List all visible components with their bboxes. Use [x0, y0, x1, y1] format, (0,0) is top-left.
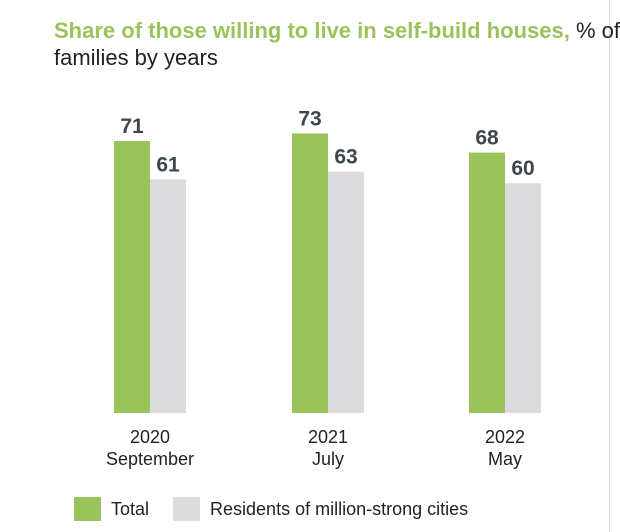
title-subtitle: % of families by years	[54, 18, 620, 70]
category-year-label: 2022	[485, 427, 525, 447]
value-label: 61	[156, 153, 180, 176]
category-month-label: July	[312, 449, 344, 469]
category-month-label: September	[106, 449, 194, 469]
category-year-label: 2021	[308, 427, 348, 447]
bar-residents-2020	[150, 179, 186, 413]
bar-total-2022	[469, 152, 505, 413]
legend-label-residents: Residents of million-strong cities	[210, 498, 469, 519]
legend: Total Residents of million-strong cities	[74, 497, 468, 521]
category-month-label: May	[488, 449, 522, 469]
bar-residents-2022	[505, 183, 541, 413]
value-label: 63	[334, 146, 357, 169]
category-year-label: 2020	[130, 427, 170, 447]
bar-total-2021	[292, 133, 328, 413]
chart-title: Share of those willing to live in self-b…	[54, 17, 620, 71]
legend-label-total: Total	[111, 498, 150, 519]
title-main: Share of those willing to live in self-b…	[54, 18, 570, 43]
legend-swatch-residents	[173, 497, 201, 521]
legend-swatch-total	[74, 497, 101, 521]
value-label: 71	[120, 115, 144, 138]
bar-total-2020	[114, 141, 150, 413]
panel-border	[609, 0, 610, 532]
value-label: 73	[298, 107, 321, 130]
value-label: 60	[511, 157, 534, 180]
value-label: 68	[475, 127, 499, 150]
bar-residents-2021	[328, 171, 364, 413]
